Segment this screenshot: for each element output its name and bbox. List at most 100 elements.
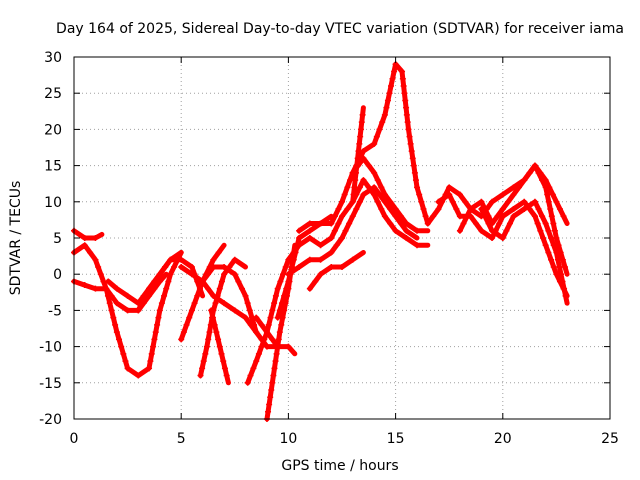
- data-point-marker: [456, 213, 463, 220]
- data-point-marker: [221, 365, 228, 372]
- data-point-marker: [356, 184, 363, 191]
- data-point-marker: [156, 307, 163, 314]
- data-point-marker: [499, 213, 506, 220]
- data-point-marker: [306, 220, 313, 227]
- data-point-marker: [456, 227, 463, 234]
- data-point-marker: [206, 329, 213, 336]
- data-point-marker: [197, 372, 204, 379]
- data-point-marker: [148, 350, 155, 357]
- data-point-marker: [285, 343, 292, 350]
- data-point-marker: [456, 191, 463, 198]
- series-track-13: [253, 314, 298, 357]
- data-point-marker: [397, 213, 404, 220]
- data-point-marker: [118, 343, 125, 350]
- data-point-marker: [276, 307, 283, 314]
- data-point-marker: [280, 271, 287, 278]
- data-point-marker: [424, 220, 431, 227]
- data-point-marker: [547, 206, 554, 213]
- data-point-marker: [510, 213, 517, 220]
- data-point-marker: [562, 292, 569, 299]
- data-point-marker: [274, 285, 281, 292]
- data-point-marker: [357, 126, 364, 133]
- data-point-marker: [306, 285, 313, 292]
- data-point-marker: [510, 206, 517, 213]
- data-point-marker: [274, 314, 281, 321]
- data-point-marker: [328, 235, 335, 241]
- series-track-23: [456, 162, 570, 277]
- y-tick-label: 30: [44, 50, 62, 66]
- data-point-marker: [267, 394, 274, 401]
- data-point-marker: [408, 148, 415, 155]
- data-point-marker: [515, 184, 522, 191]
- series-track-19: [306, 250, 366, 292]
- data-point-marker: [296, 227, 303, 234]
- data-point-marker: [200, 358, 207, 365]
- data-point-marker: [199, 278, 206, 285]
- data-point-marker: [537, 227, 544, 234]
- y-tick-label: -5: [48, 303, 62, 319]
- data-point-marker: [506, 220, 513, 227]
- data-point-marker: [108, 307, 115, 314]
- data-point-marker: [544, 191, 551, 198]
- data-point-marker: [263, 329, 270, 336]
- data-point-marker: [261, 336, 268, 343]
- data-point-marker: [449, 198, 456, 205]
- data-point-marker: [331, 227, 338, 234]
- data-point-marker: [218, 278, 225, 285]
- data-point-marker: [210, 256, 217, 263]
- data-point-marker: [389, 75, 396, 82]
- data-point-marker: [285, 278, 292, 285]
- data-point-marker: [216, 285, 223, 292]
- data-point-marker: [263, 343, 270, 350]
- x-tick-label: 10: [279, 431, 297, 447]
- data-point-marker: [344, 184, 351, 191]
- series-line: [425, 163, 570, 226]
- data-point-marker: [155, 314, 162, 321]
- data-point-marker: [306, 227, 313, 234]
- data-point-marker: [268, 387, 275, 394]
- data-point-marker: [371, 140, 378, 147]
- data-point-marker: [283, 285, 290, 292]
- data-point-marker: [205, 336, 212, 343]
- data-point-marker: [271, 300, 278, 307]
- data-point-marker: [95, 263, 102, 270]
- data-point-marker: [278, 300, 285, 307]
- data-point-marker: [374, 177, 381, 184]
- x-tick-label: 15: [387, 431, 405, 447]
- data-point-marker: [376, 191, 383, 198]
- data-point-marker: [467, 206, 474, 213]
- data-point-marker: [365, 162, 372, 169]
- data-point-marker: [499, 191, 506, 198]
- data-point-marker: [356, 140, 363, 147]
- y-tick-label: 10: [44, 195, 62, 211]
- data-point-marker: [124, 292, 131, 299]
- data-point-marker: [453, 206, 460, 213]
- data-point-marker: [352, 177, 359, 184]
- data-point-marker: [191, 300, 198, 307]
- y-tick-label: -10: [39, 340, 62, 356]
- data-point-marker: [122, 358, 129, 365]
- data-point-marker: [253, 358, 260, 365]
- data-point-marker: [392, 206, 399, 213]
- data-point-marker: [116, 336, 123, 343]
- data-point-marker: [505, 198, 512, 205]
- data-point-marker: [135, 307, 142, 314]
- data-point-marker: [167, 256, 174, 263]
- data-point-marker: [270, 372, 277, 379]
- data-point-marker: [414, 242, 421, 249]
- data-point-marker: [510, 184, 517, 191]
- series-track-2: [71, 271, 169, 314]
- series-line: [178, 264, 259, 335]
- data-point-marker: [265, 408, 272, 415]
- data-point-marker: [215, 336, 222, 343]
- data-point-marker: [209, 314, 216, 321]
- data-point-marker: [357, 133, 364, 140]
- data-point-marker: [97, 271, 104, 278]
- data-point-marker: [250, 365, 257, 372]
- data-point-marker: [290, 249, 297, 256]
- data-point-marker: [402, 97, 409, 104]
- data-point-marker: [550, 242, 557, 249]
- data-point-marker: [196, 285, 203, 292]
- data-point-marker: [231, 307, 238, 314]
- data-point-marker: [548, 256, 555, 263]
